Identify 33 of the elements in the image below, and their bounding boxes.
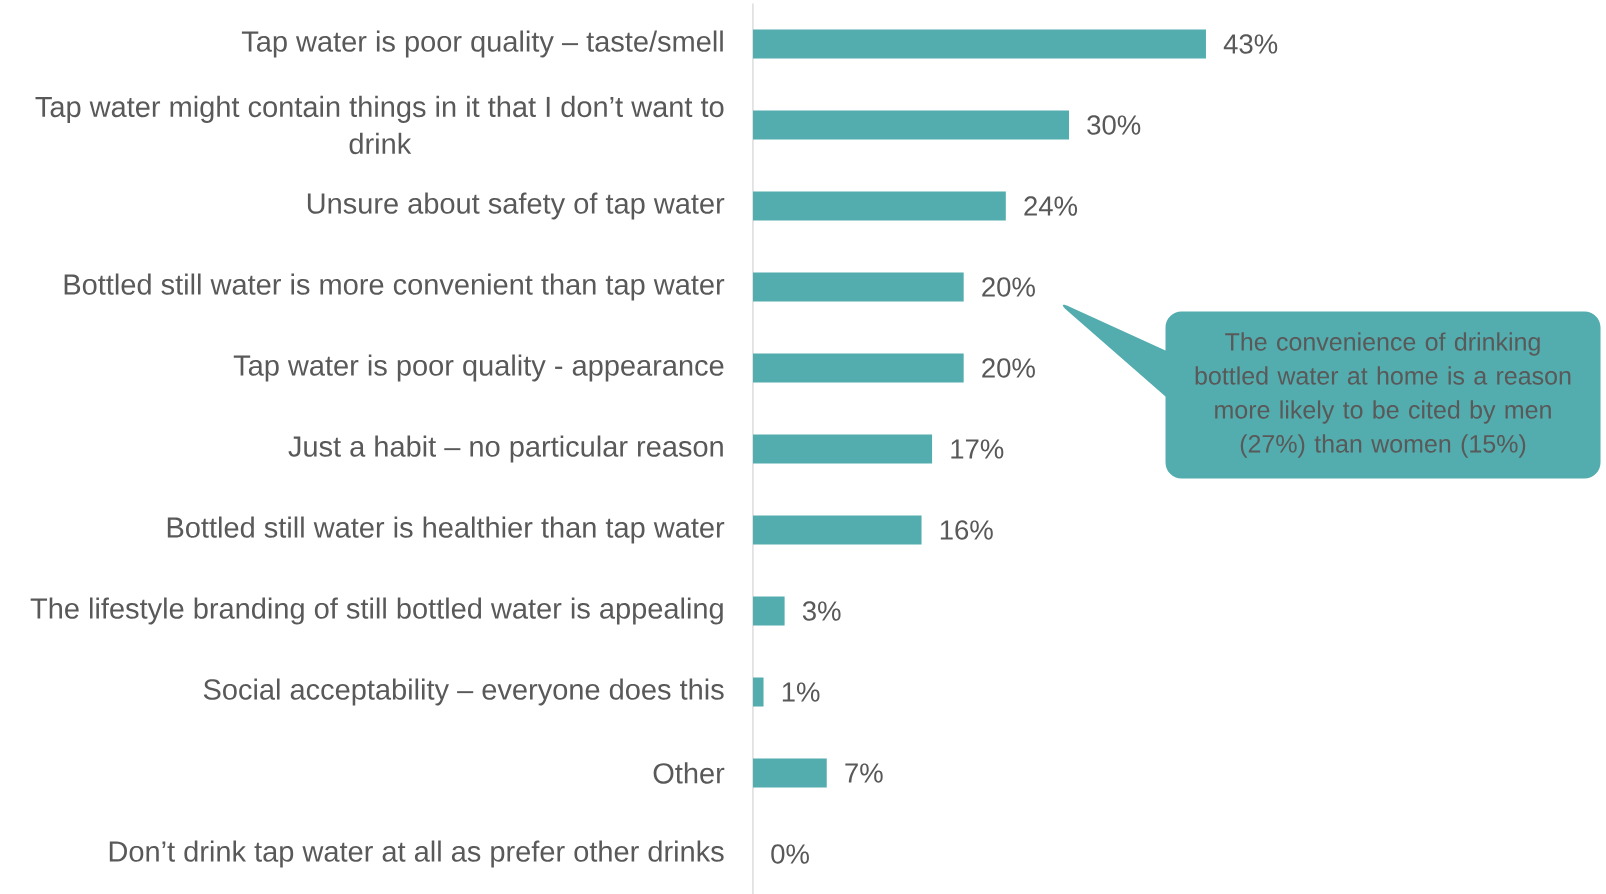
data-label: 17% (951, 439, 1004, 459)
y-tick-label: Don’t drink tap water at all as prefer other drinks (109, 840, 724, 868)
y-tick-label: Tap water is poor quality – taste/smell (241, 30, 723, 58)
data-label: 43% (1223, 34, 1278, 54)
bar (753, 677, 764, 707)
y-tick-label: Tap water might contain things in it that I don’t want to drink (35, 95, 724, 155)
y-tick-label: Unsure about safety of tap water (307, 192, 725, 220)
data-label: 0% (771, 844, 809, 864)
data-label: 1% (782, 682, 820, 702)
bar (753, 272, 964, 302)
y-tick-label: Tap water is poor quality - appearance (233, 354, 724, 382)
data-label: 7% (845, 763, 883, 783)
data-label: 16% (940, 520, 993, 540)
bar (753, 191, 1006, 221)
bar (753, 353, 964, 383)
y-tick-label: The lifestyle branding of still bottled water is appealing (30, 597, 723, 625)
data-label: 20% (982, 358, 1035, 378)
data-label: 3% (802, 601, 841, 621)
data-label: 24% (1024, 196, 1078, 216)
y-tick-label: Social acceptability – everyone does this (203, 678, 724, 706)
data-label: 20% (982, 277, 1035, 297)
bar (753, 110, 1070, 140)
y-tick-label: Other (653, 762, 725, 784)
annotation: The convenience of drinking bottled water at home is a reason more likely to be cited by men (27%) than women (15%) (1195, 332, 1571, 458)
bar (753, 515, 922, 545)
bar (753, 434, 933, 464)
bar (753, 758, 827, 788)
y-tick-label: Just a habit – no particular reason (288, 435, 723, 463)
y-tick-label: Bottled still water is healthier than tap water (167, 516, 725, 544)
y-tick-label: Bottled still water is more convenient than tap water (64, 273, 725, 301)
data-label: 30% (1087, 115, 1141, 135)
bar (753, 29, 1206, 59)
bar (753, 596, 785, 626)
